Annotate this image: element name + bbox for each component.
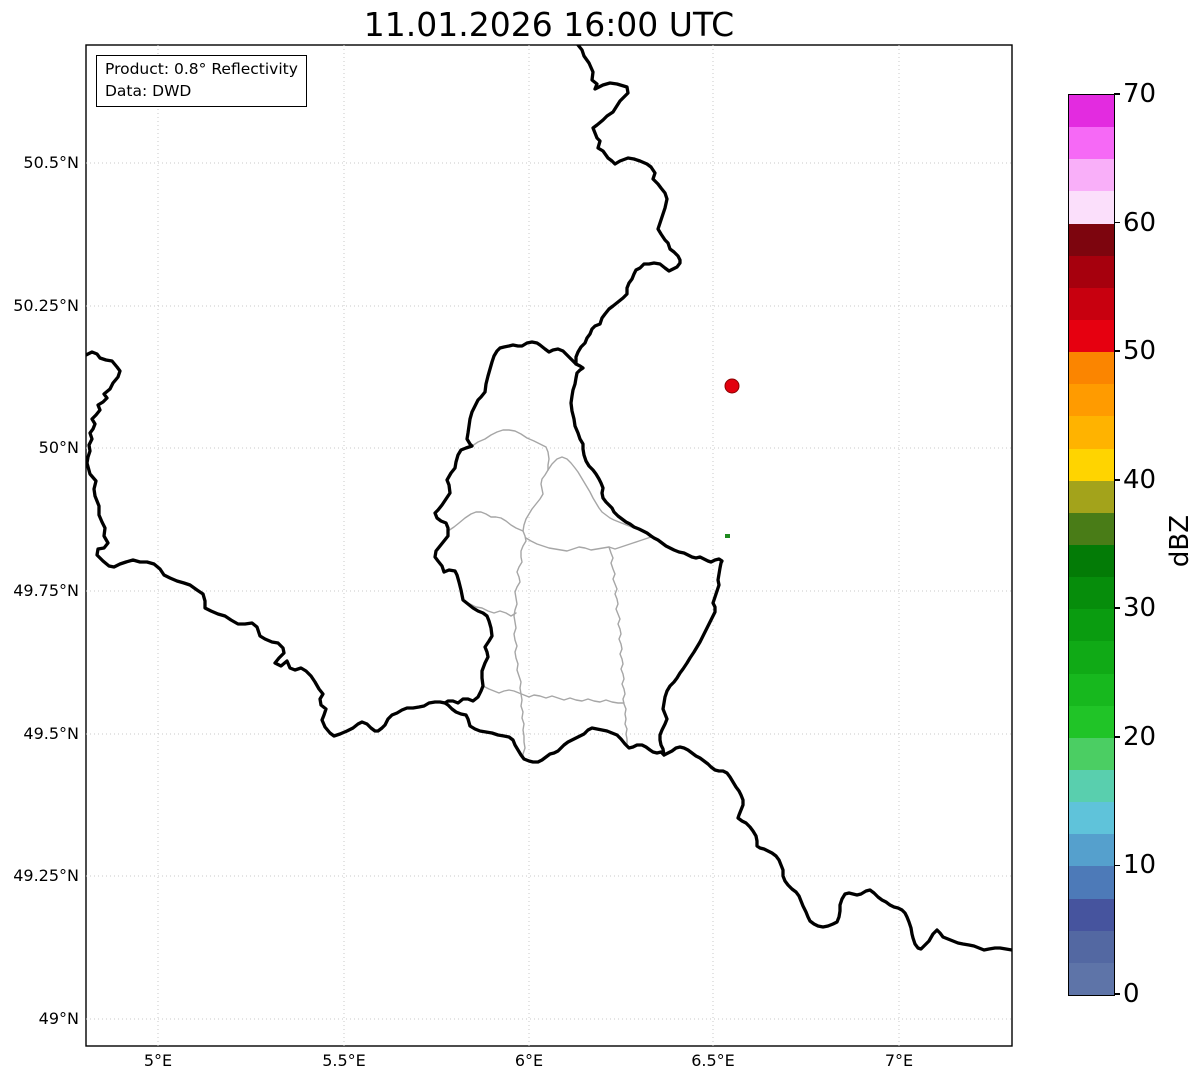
colorbar-segment	[1069, 544, 1114, 578]
admin-border-line	[547, 456, 649, 534]
y-tick-label: 50.5°N	[23, 153, 79, 172]
colorbar-segment	[1069, 126, 1114, 160]
colorbar-tick-mark	[1114, 478, 1120, 481]
country-border-line	[574, 45, 682, 366]
colorbar-tick-label: 50	[1123, 336, 1157, 367]
colorbar-tick-mark	[1114, 221, 1120, 224]
country-borders	[86, 45, 1012, 952]
colorbar-tick-label: 70	[1123, 79, 1157, 109]
x-tick-label: 7°E	[884, 1051, 914, 1070]
colorbar-segment	[1069, 801, 1114, 835]
colorbar-segment	[1069, 158, 1114, 192]
country-border-line	[86, 350, 447, 738]
colorbar-tick-mark	[1114, 607, 1120, 610]
colorbar-tick-label: 10	[1123, 850, 1157, 881]
colorbar-tick-label: 60	[1123, 207, 1157, 238]
admin-border-line	[463, 600, 517, 617]
colorbar-segment	[1069, 415, 1114, 449]
x-tick-label: 5.5°E	[322, 1051, 366, 1070]
colorbar-segment	[1069, 865, 1114, 899]
colorbar-segment	[1069, 383, 1114, 417]
colorbar-segment	[1069, 222, 1114, 256]
y-tick-label: 50.25°N	[13, 296, 79, 315]
admin-border-line	[447, 511, 524, 532]
colorbar-segment	[1069, 705, 1114, 738]
admin-district-borders	[447, 429, 652, 759]
colorbar-tick-mark	[1114, 736, 1120, 738]
colorbar-tick-label: 20	[1123, 721, 1157, 752]
colorbar-axis-label: dBZ	[1165, 514, 1196, 568]
x-tick-label: 6.5°E	[691, 1051, 735, 1070]
colorbar-tick-mark	[1114, 864, 1120, 867]
plot-title: 11.01.2026 16:00 UTC	[363, 5, 735, 44]
y-tick-label: 49.75°N	[13, 581, 79, 600]
admin-border-line	[471, 429, 550, 471]
colorbar-segment	[1069, 95, 1114, 128]
data-source-label: Data: DWD	[105, 82, 192, 100]
colorbar-segment	[1069, 897, 1114, 931]
product-label: Product: 0.8° Reflectivity	[105, 60, 298, 78]
colorbar-tick-mark	[1114, 993, 1120, 995]
colorbar-tick-mark	[1114, 350, 1120, 352]
colorbar-segment	[1069, 351, 1114, 385]
y-tick-label: 49°N	[38, 1009, 79, 1028]
y-tick-label: 49.25°N	[13, 866, 79, 885]
colorbar-segment	[1069, 962, 1114, 995]
admin-border-line	[513, 469, 549, 759]
colorbar-segment	[1069, 672, 1114, 706]
colorbar-segment	[1069, 255, 1114, 288]
colorbar-segment	[1069, 608, 1114, 642]
map-frame	[85, 44, 1013, 1047]
colorbar-tick-label: 30	[1123, 593, 1157, 624]
product-info-box: Product: 0.8° Reflectivity Data: DWD	[96, 55, 307, 107]
colorbar-tick-mark	[1114, 93, 1120, 95]
country-border-line	[433, 340, 724, 764]
colorbar-segment	[1069, 576, 1114, 610]
x-tick-label: 5°E	[143, 1051, 173, 1070]
radar-echo-dot	[724, 378, 740, 394]
colorbar-segment	[1069, 319, 1114, 353]
colorbar	[1068, 94, 1115, 996]
radar-echoes	[724, 378, 740, 538]
colorbar-segment	[1069, 769, 1114, 803]
admin-border-line	[525, 536, 652, 552]
colorbar-segment	[1069, 190, 1114, 224]
colorbar-segment	[1069, 512, 1114, 545]
colorbar-segment	[1069, 930, 1114, 963]
x-tick-label: 6°E	[514, 1051, 544, 1070]
country-border-line	[662, 745, 1012, 952]
colorbar-segment	[1069, 447, 1114, 481]
admin-border-line	[608, 546, 628, 745]
radar-echo-pixel	[725, 534, 730, 538]
colorbar-segment	[1069, 833, 1114, 867]
y-tick-label: 49.5°N	[23, 724, 79, 743]
y-tick-label: 50°N	[38, 438, 79, 457]
colorbar-segment	[1069, 640, 1114, 674]
colorbar-tick-label: 0	[1123, 979, 1140, 1009]
admin-border-line	[482, 685, 625, 704]
colorbar-segment	[1069, 480, 1114, 513]
colorbar-segment	[1069, 287, 1114, 320]
lat-lon-gridlines	[86, 45, 1012, 1046]
colorbar-tick-label: 40	[1123, 464, 1157, 495]
colorbar-segment	[1069, 737, 1114, 770]
